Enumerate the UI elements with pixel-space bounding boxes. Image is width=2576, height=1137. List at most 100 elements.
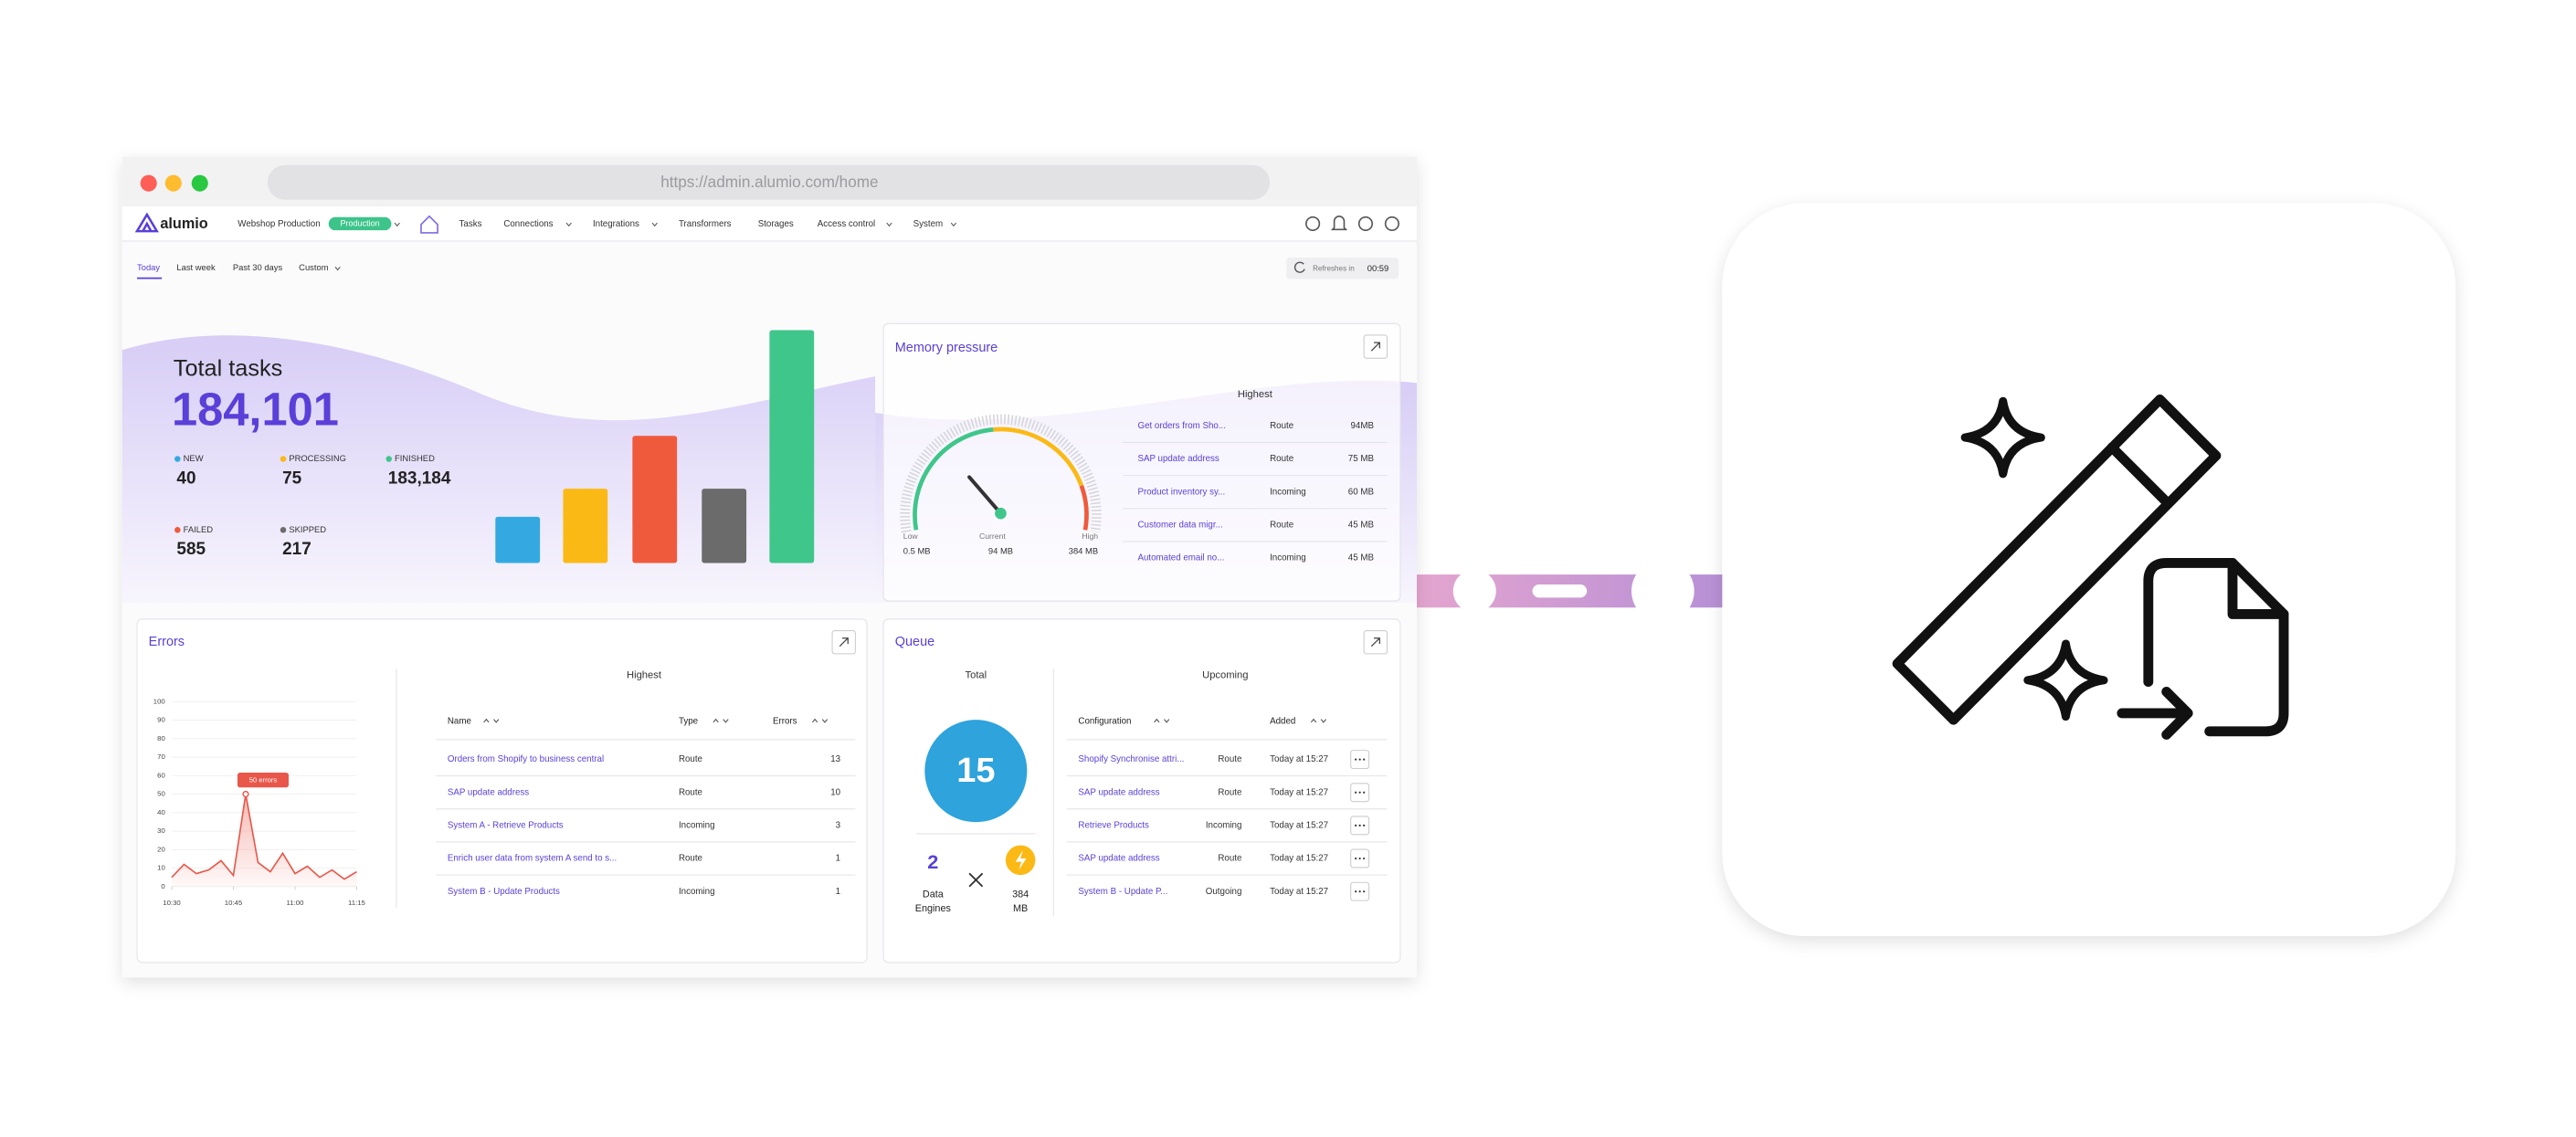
row-type: Route xyxy=(1218,754,1241,764)
menu-dot xyxy=(1355,791,1357,794)
status-label: SKIPPED xyxy=(289,524,326,534)
row-name[interactable]: SAP update address xyxy=(1078,854,1159,864)
row-name[interactable]: System A - Retrieve Products xyxy=(448,820,564,830)
logo-icon xyxy=(134,212,159,233)
refresh-box[interactable] xyxy=(1286,258,1399,279)
row-name[interactable]: Get orders from Sho... xyxy=(1137,421,1225,431)
row-type: Route xyxy=(679,787,702,797)
status-dot xyxy=(174,527,181,533)
row-type: Incoming xyxy=(679,820,715,830)
row-name[interactable]: Orders from Shopify to business central xyxy=(448,754,604,764)
nav-item[interactable]: Storages xyxy=(758,219,794,229)
window-dot[interactable] xyxy=(140,174,157,192)
decor-bar xyxy=(769,330,815,563)
row-name[interactable]: SAP update address xyxy=(448,787,529,797)
environment[interactable]: Webshop Production xyxy=(238,219,320,229)
status-dot xyxy=(385,456,392,462)
nav-item[interactable]: Connections xyxy=(503,219,553,229)
total-count: 15 xyxy=(956,752,995,790)
gauge-label: Current xyxy=(979,532,1006,541)
gauge-label: Low xyxy=(903,532,919,541)
refresh-label: Refreshes in xyxy=(1313,264,1355,272)
column-title: Upcoming xyxy=(1202,669,1248,680)
engine-memory: MB xyxy=(1013,903,1028,914)
chevron xyxy=(723,719,729,723)
row-name[interactable]: Product inventory sy... xyxy=(1137,487,1225,497)
y-tick-label: 10 xyxy=(157,864,165,872)
filter-tab[interactable]: Custom xyxy=(299,262,329,272)
row-name[interactable]: Automated email no... xyxy=(1137,553,1224,563)
menu-dot xyxy=(1358,824,1361,826)
filter-tab[interactable]: Today xyxy=(137,262,160,272)
window-dot[interactable] xyxy=(191,174,208,192)
status-label: PROCESSING xyxy=(289,453,346,463)
y-tick-label: 90 xyxy=(157,716,165,724)
line xyxy=(171,794,357,880)
row-name[interactable]: Enrich user data from system A send to s… xyxy=(448,854,617,864)
row-errors: 3 xyxy=(836,820,840,830)
nav-item[interactable]: Integrations xyxy=(593,219,639,229)
row-name[interactable]: Retrieve Products xyxy=(1078,820,1149,830)
menu-dot xyxy=(1363,758,1366,761)
y-tick-label: 30 xyxy=(157,826,165,835)
x-tick-label: 10:30 xyxy=(163,899,181,907)
user-icon[interactable] xyxy=(1384,216,1399,231)
help-icon[interactable] xyxy=(1357,216,1374,231)
window-dot[interactable] xyxy=(164,174,182,192)
times-icon xyxy=(968,872,984,888)
bolt-icon xyxy=(1015,849,1027,870)
row-name[interactable]: System B - Update P... xyxy=(1078,887,1167,897)
nav-item[interactable]: Transformers xyxy=(679,219,732,229)
engines-count: 2 xyxy=(927,850,938,873)
column-title: Highest xyxy=(1238,389,1273,400)
settings-icon[interactable] xyxy=(1305,216,1321,231)
row-type: Route xyxy=(1270,520,1293,530)
filter-tab[interactable]: Past 30 days xyxy=(233,262,283,272)
nav-item[interactable]: Access control xyxy=(818,219,875,229)
row-errors: 1 xyxy=(836,854,840,864)
row-errors: 10 xyxy=(830,787,840,797)
url-bar[interactable] xyxy=(267,164,1271,200)
row-type: Incoming xyxy=(1270,553,1306,563)
nav-item[interactable]: System xyxy=(913,219,944,229)
filter-tab[interactable]: Last week xyxy=(176,262,216,272)
row-type: Route xyxy=(679,754,702,764)
status-dot xyxy=(280,527,287,533)
x-tick-label: 11:00 xyxy=(287,899,305,907)
row-type: Route xyxy=(679,854,702,864)
row-size: 75 MB xyxy=(1348,454,1374,464)
gauge-value: 94 MB xyxy=(988,545,1013,555)
decor-bar xyxy=(632,436,678,563)
gauge-hub xyxy=(995,507,1007,520)
bell-icon[interactable] xyxy=(1330,216,1348,231)
annotation-box xyxy=(237,773,289,788)
home-icon[interactable] xyxy=(420,215,438,234)
row-name[interactable]: System B - Update Products xyxy=(448,887,560,897)
chevron xyxy=(811,718,818,723)
row-type: Route xyxy=(1218,854,1241,864)
row-name[interactable]: SAP update address xyxy=(1078,787,1159,797)
row-name[interactable]: SAP update address xyxy=(1137,454,1219,464)
nav-item[interactable]: Tasks xyxy=(459,219,482,229)
row-type: Incoming xyxy=(1270,487,1306,497)
row-type: Outgoing xyxy=(1206,887,1242,897)
row-type: Incoming xyxy=(679,887,715,897)
row-name[interactable]: Customer data migr... xyxy=(1137,520,1222,530)
chevron xyxy=(713,718,719,723)
row-type: Incoming xyxy=(1206,820,1242,830)
row-type: Route xyxy=(1270,454,1293,464)
row-name[interactable]: Shopify Synchronise attri... xyxy=(1078,754,1184,764)
feature-card xyxy=(1722,203,2456,936)
decor-bar xyxy=(563,489,608,563)
row-added: Today at 15:27 xyxy=(1270,787,1328,797)
refresh-icon xyxy=(1293,261,1305,273)
badge-label: Production xyxy=(341,219,380,228)
decor-bar xyxy=(495,516,541,563)
y-tick-label: 40 xyxy=(157,808,165,816)
status-value: 217 xyxy=(282,540,311,559)
connector-node xyxy=(1452,569,1496,613)
chevron xyxy=(483,718,490,723)
chevron xyxy=(886,222,892,227)
y-tick-label: 100 xyxy=(153,697,166,705)
